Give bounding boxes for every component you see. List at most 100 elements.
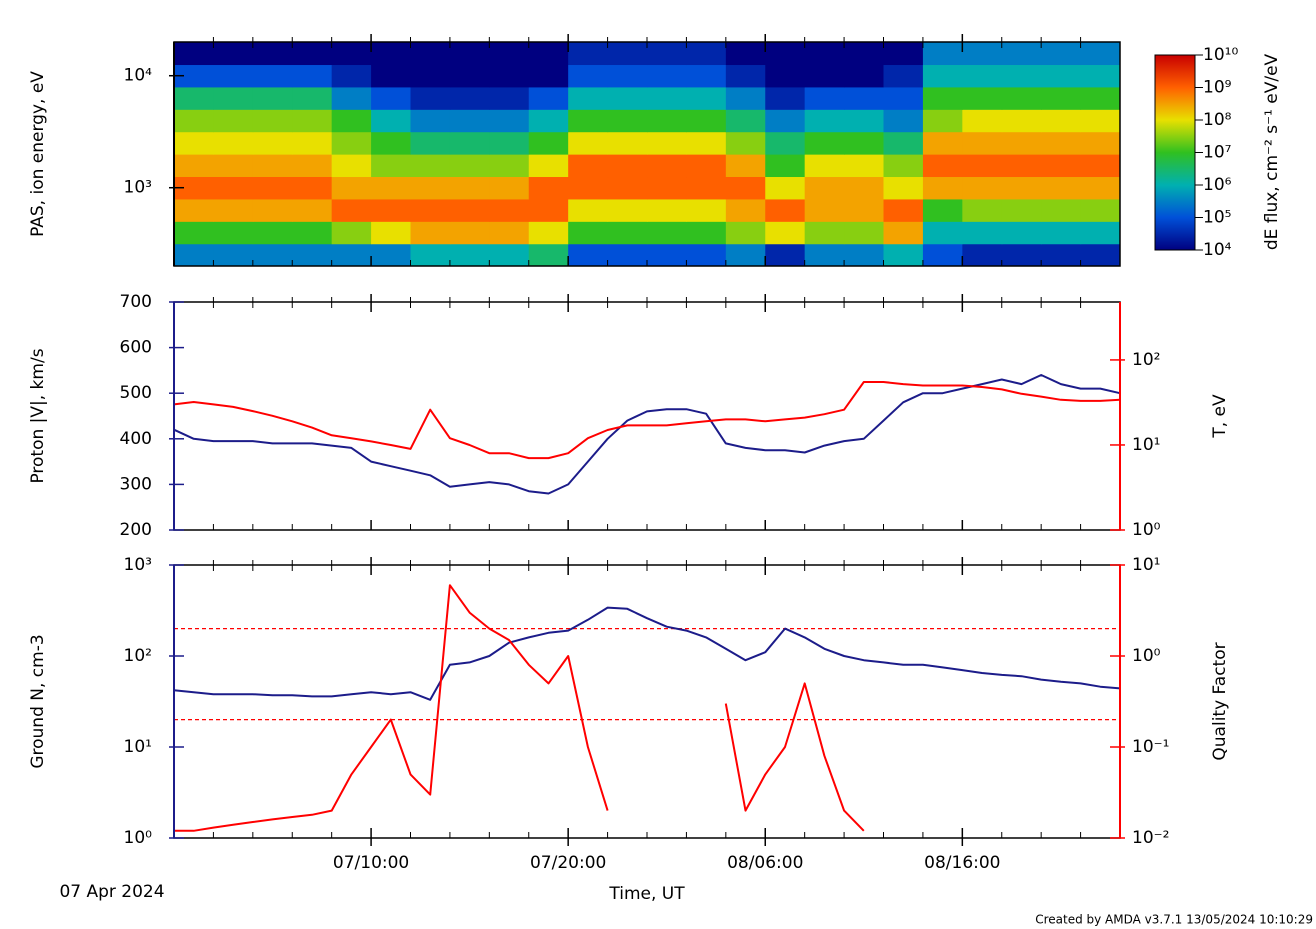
heatmap-cell [371,42,411,66]
y-tick-label: 400 [120,429,152,449]
heatmap-cell [962,64,1003,88]
y-tick-label: 300 [120,474,152,494]
heatmap-cell [489,243,530,267]
heatmap-cell [844,42,884,66]
heatmap-cell [765,86,806,110]
heatmap-cell [449,131,490,155]
heatmap-cell [607,221,648,245]
heatmap-cell [1080,221,1121,245]
heatmap-cell [292,131,333,155]
heatmap-cell [252,86,293,110]
heatmap-cell [568,42,609,66]
heatmap-cell [1001,198,1042,222]
heatmap-cell [922,109,963,133]
heatmap-cell [765,154,806,178]
heatmap-cell [1041,176,1082,200]
heatmap-cell [331,64,372,88]
heatmap-cell [804,221,845,245]
heatmap-cell [568,198,609,222]
colorbar-tick-label: 10⁴ [1203,240,1232,260]
heatmap-cell [883,154,924,178]
heatmap-cell [883,42,924,66]
heatmap-cell [686,198,727,222]
heatmap-cell [804,243,845,267]
y-axis-label: PAS, ion energy, eV [28,71,48,237]
heatmap-cell [568,243,609,267]
heatmap-cell [449,176,490,200]
x-tick-label: 08/06:00 [727,853,803,873]
heatmap-cell [725,64,766,88]
heatmap-cell [922,42,963,66]
heatmap-cell [1041,109,1082,133]
plot-frame [173,301,1121,531]
heatmap-cell [213,131,254,155]
heatmap-cell [489,131,530,155]
heatmap-cell [252,131,293,155]
heatmap-cell [1001,221,1042,245]
heatmap-cell [449,221,490,245]
colorbar-label: dE flux, cm⁻² s⁻¹ eV/eV [1262,53,1282,250]
heatmap-cell [489,64,530,88]
series-line [173,381,1121,460]
heatmap-cell [962,221,1003,245]
y2-tick-label: 10¹ [1132,555,1160,575]
heatmap-cell [371,198,411,222]
x-tick-label: 07/10:00 [333,853,409,873]
colorbar [1154,54,1196,251]
heatmap-cell [252,109,293,133]
heatmap-cell [568,154,609,178]
colorbar-tick-label: 10⁶ [1203,175,1232,195]
heatmap-cell [962,198,1003,222]
heatmap-cell [292,154,333,178]
y2-tick-label: 10⁰ [1132,520,1161,540]
heatmap-cell [962,243,1003,267]
heatmap-cell [804,176,845,200]
date-label: 07 Apr 2024 [59,882,164,902]
heatmap-cell [725,243,766,267]
heatmap-cell [371,221,411,245]
heatmap-cell [449,198,490,222]
heatmap-cell [844,243,884,267]
heatmap-cell [528,154,569,178]
y-tick-label: 10⁴ [124,66,153,86]
heatmap-cell [962,176,1003,200]
heatmap-cell [489,42,530,66]
heatmap-cell [489,198,530,222]
heatmap-cell [1001,109,1042,133]
heatmap-cell [449,64,490,88]
heatmap-cell [647,198,687,222]
heatmap-cell [844,86,884,110]
heatmap-cell [1080,64,1121,88]
y-tick-label: 700 [120,292,152,312]
heatmap-cell [410,243,451,267]
colorbar-tick-label: 10⁹ [1203,78,1232,98]
heatmap-cell [1080,176,1121,200]
heatmap-cell [725,198,766,222]
heatmap-cell [962,86,1003,110]
heatmap-cell [331,176,372,200]
heatmap-cell [568,221,609,245]
heatmap-cell [883,221,924,245]
y-tick-label: 10¹ [124,737,152,757]
heatmap-cell [174,154,214,178]
heatmap-cell [528,131,569,155]
heatmap-cell [331,154,372,178]
heatmap-cell [371,131,411,155]
heatmap-cell [449,86,490,110]
heatmap-cell [922,131,963,155]
y-tick-label: 10² [124,646,152,666]
heatmap-cell [765,131,806,155]
heatmap-cell [528,243,569,267]
heatmap-cell [844,221,884,245]
heatmap-cell [883,86,924,110]
heatmap-cell [528,176,569,200]
heatmap-cell [725,131,766,155]
heatmap-cell [647,221,687,245]
heatmap-cell [371,109,411,133]
heatmap-cell [174,221,214,245]
series-line [173,606,1121,701]
heatmap-cell [489,221,530,245]
heatmap-cell [725,86,766,110]
heatmap-cell [883,64,924,88]
heatmap-cell [410,86,451,110]
